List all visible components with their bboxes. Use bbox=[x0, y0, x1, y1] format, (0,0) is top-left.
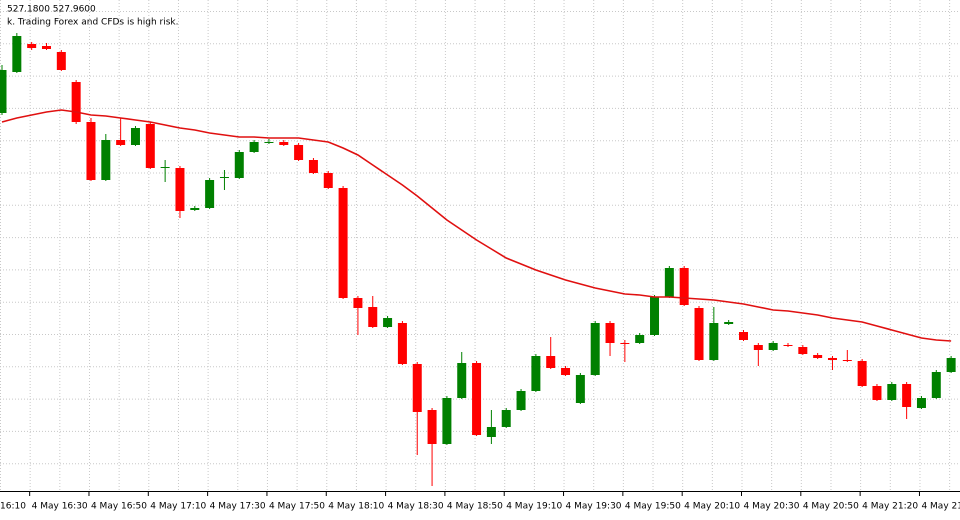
candle-body bbox=[768, 343, 778, 350]
candle-body bbox=[842, 360, 852, 361]
candle-body bbox=[279, 142, 289, 145]
x-tick-label: 4 May 16:30 bbox=[32, 502, 88, 512]
candle-body bbox=[160, 167, 170, 168]
candle-body bbox=[472, 363, 482, 435]
candle-body bbox=[145, 124, 155, 168]
candle-body bbox=[531, 356, 541, 391]
x-tick-label: 4 May 17:50 bbox=[269, 502, 325, 512]
candle-body bbox=[709, 323, 719, 360]
candle-body bbox=[694, 308, 704, 360]
candle-body bbox=[457, 363, 467, 398]
candle-body bbox=[264, 142, 274, 143]
plot bbox=[0, 33, 956, 486]
candle-body bbox=[679, 268, 689, 305]
candle-body bbox=[916, 398, 926, 408]
candle-body bbox=[412, 364, 422, 412]
candle-body bbox=[783, 345, 793, 346]
candle-body bbox=[827, 358, 837, 360]
candle-body bbox=[383, 318, 393, 327]
candle-body bbox=[368, 307, 378, 327]
candle-body bbox=[798, 347, 808, 354]
x-axis: 4 May 16:30 4 May 16:50 4 May 17:10 4 May 1… bbox=[0, 491, 960, 512]
x-tick-label: 4 May 18:50 bbox=[447, 502, 503, 512]
x-tick-label: 4 May 17:30 bbox=[210, 502, 266, 512]
candle-body bbox=[650, 297, 660, 335]
candle-body bbox=[486, 427, 496, 437]
candle-body bbox=[605, 323, 615, 343]
candle-body bbox=[857, 361, 867, 386]
candle-body bbox=[442, 398, 452, 444]
x-tick-label: 4 May 18:10 bbox=[328, 502, 384, 512]
candle-body bbox=[323, 173, 333, 188]
x-tick-label: 4 May 20:10 bbox=[684, 502, 740, 512]
candle-body bbox=[294, 145, 304, 160]
candle-body bbox=[190, 208, 200, 210]
candle-body bbox=[205, 180, 215, 208]
candle-body bbox=[635, 335, 645, 343]
candle-body bbox=[0, 70, 7, 113]
candle-body bbox=[724, 322, 734, 324]
x-tick-label: 4 May 20:30 bbox=[744, 502, 800, 512]
x-tick-label: 16:10 bbox=[0, 502, 26, 512]
candle-body bbox=[546, 356, 556, 368]
candle-body bbox=[56, 52, 66, 70]
candle-body bbox=[516, 391, 526, 410]
candle-body bbox=[71, 82, 81, 122]
candle-body bbox=[249, 142, 259, 152]
candle-body bbox=[931, 372, 941, 398]
candle-body bbox=[308, 160, 318, 173]
candle-body bbox=[590, 323, 600, 375]
candle-body bbox=[575, 375, 585, 403]
x-tick-label: 4 May 16:50 bbox=[91, 502, 147, 512]
candle-body bbox=[27, 44, 37, 48]
candle-body bbox=[664, 268, 674, 297]
x-tick-label: 4 May 19:30 bbox=[566, 502, 622, 512]
candle-body bbox=[12, 36, 22, 72]
candle-body bbox=[902, 384, 912, 407]
x-tick-label: 4 May 21: bbox=[921, 502, 960, 512]
candle-body bbox=[175, 168, 185, 211]
candle-body bbox=[427, 410, 437, 444]
candle-body bbox=[86, 122, 96, 180]
x-tick-label: 4 May 18:30 bbox=[388, 502, 444, 512]
x-tick-label: 4 May 20:50 bbox=[803, 502, 859, 512]
candle-body bbox=[338, 188, 348, 298]
candle-body bbox=[353, 298, 363, 308]
candle-body bbox=[946, 358, 956, 372]
risk-notice: k. Trading Forex and CFDs is high risk. bbox=[7, 18, 178, 28]
candle-body bbox=[739, 332, 748, 340]
candle-body bbox=[397, 323, 407, 364]
candle-body bbox=[234, 152, 244, 178]
moving-average-line bbox=[1, 109, 952, 342]
candle-body bbox=[501, 410, 511, 427]
x-tick-label: 4 May 21:20 bbox=[862, 502, 918, 512]
candle-body bbox=[116, 140, 126, 145]
x-tick-label: 4 May 19:10 bbox=[506, 502, 562, 512]
candle-body bbox=[130, 128, 140, 145]
candle-body bbox=[872, 386, 882, 400]
candle-body bbox=[620, 343, 630, 344]
candle-body bbox=[219, 177, 229, 178]
x-tick-label: 4 May 19:50 bbox=[625, 502, 681, 512]
candle-body bbox=[41, 46, 51, 49]
x-tick-label: 4 May 17:10 bbox=[150, 502, 206, 512]
candle-body bbox=[101, 140, 111, 180]
candle-body bbox=[887, 384, 897, 400]
candle-body bbox=[561, 368, 571, 375]
candle-body bbox=[813, 355, 823, 358]
candle-body bbox=[753, 345, 763, 350]
header-prices: 527.1800 527.9600 bbox=[7, 5, 96, 15]
